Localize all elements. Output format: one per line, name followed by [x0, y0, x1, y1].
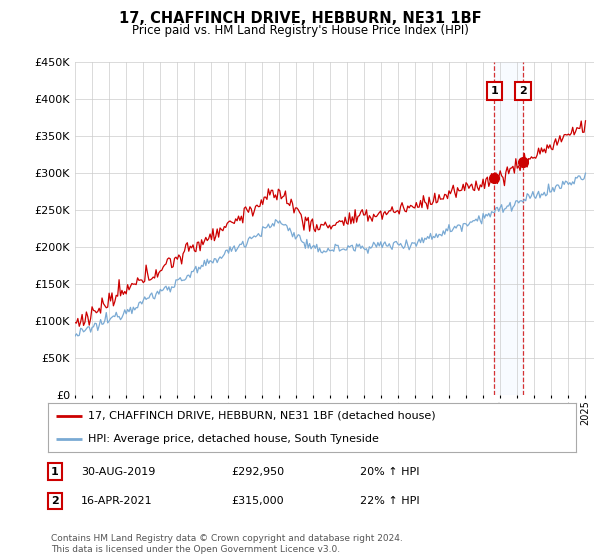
Text: £315,000: £315,000	[231, 496, 284, 506]
Text: HPI: Average price, detached house, South Tyneside: HPI: Average price, detached house, Sout…	[88, 433, 379, 444]
Bar	[494, 62, 523, 395]
Text: 20% ↑ HPI: 20% ↑ HPI	[360, 466, 419, 477]
Text: 17, CHAFFINCH DRIVE, HEBBURN, NE31 1BF: 17, CHAFFINCH DRIVE, HEBBURN, NE31 1BF	[119, 11, 481, 26]
Text: 22% ↑ HPI: 22% ↑ HPI	[360, 496, 419, 506]
Text: 17, CHAFFINCH DRIVE, HEBBURN, NE31 1BF (detached house): 17, CHAFFINCH DRIVE, HEBBURN, NE31 1BF (…	[88, 411, 435, 421]
Text: £292,950: £292,950	[231, 466, 284, 477]
Text: 2: 2	[519, 86, 527, 96]
Text: 1: 1	[491, 86, 499, 96]
Text: 2: 2	[51, 496, 59, 506]
Text: 1: 1	[51, 466, 59, 477]
Text: Contains HM Land Registry data © Crown copyright and database right 2024.
This d: Contains HM Land Registry data © Crown c…	[51, 534, 403, 554]
Text: 30-AUG-2019: 30-AUG-2019	[81, 466, 155, 477]
Text: 16-APR-2021: 16-APR-2021	[81, 496, 152, 506]
Text: Price paid vs. HM Land Registry's House Price Index (HPI): Price paid vs. HM Land Registry's House …	[131, 24, 469, 37]
